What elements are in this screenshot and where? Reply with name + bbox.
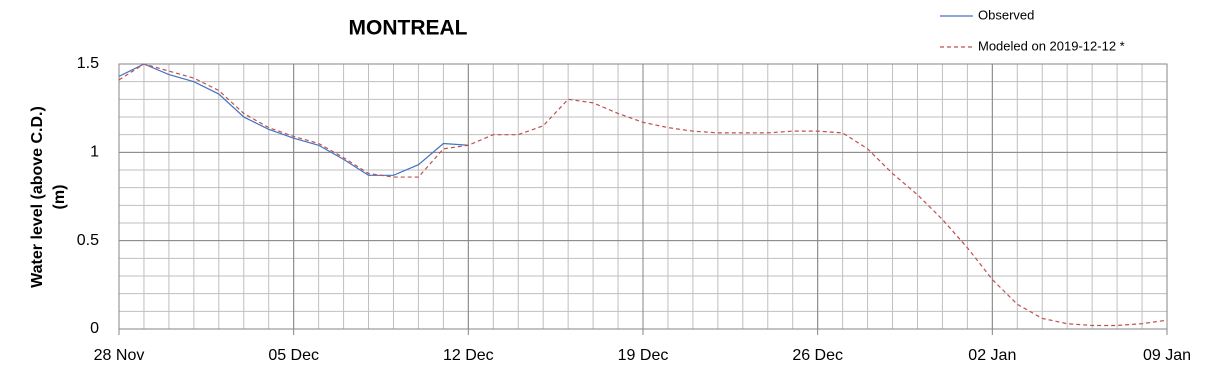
series-line bbox=[118, 63, 469, 176]
y-tick-label: 0.5 bbox=[77, 232, 99, 249]
chart-title: MONTREAL bbox=[349, 17, 468, 40]
x-tick-label: 26 Dec bbox=[792, 347, 843, 364]
x-tick-label: 19 Dec bbox=[618, 347, 669, 364]
y-axis-label: Water level (above C.D.) bbox=[29, 106, 46, 288]
plot-border bbox=[118, 63, 1168, 330]
x-tick-label: 09 Jan bbox=[1143, 347, 1191, 364]
x-tick-label: 28 Nov bbox=[94, 347, 145, 364]
x-tick-label: 12 Dec bbox=[443, 347, 494, 364]
y-tick-label: 1.5 bbox=[77, 55, 99, 72]
x-tick-label: 02 Jan bbox=[968, 347, 1016, 364]
series-line bbox=[118, 63, 1168, 327]
y-tick-label: 0 bbox=[90, 320, 99, 337]
y-axis-label: (m) bbox=[51, 185, 68, 210]
x-tick-label: 05 Dec bbox=[268, 347, 319, 364]
y-tick-label: 1 bbox=[90, 144, 99, 161]
legend-label: Modeled on 2019-12-12 * bbox=[978, 38, 1125, 53]
legend-label: Observed bbox=[978, 7, 1034, 22]
